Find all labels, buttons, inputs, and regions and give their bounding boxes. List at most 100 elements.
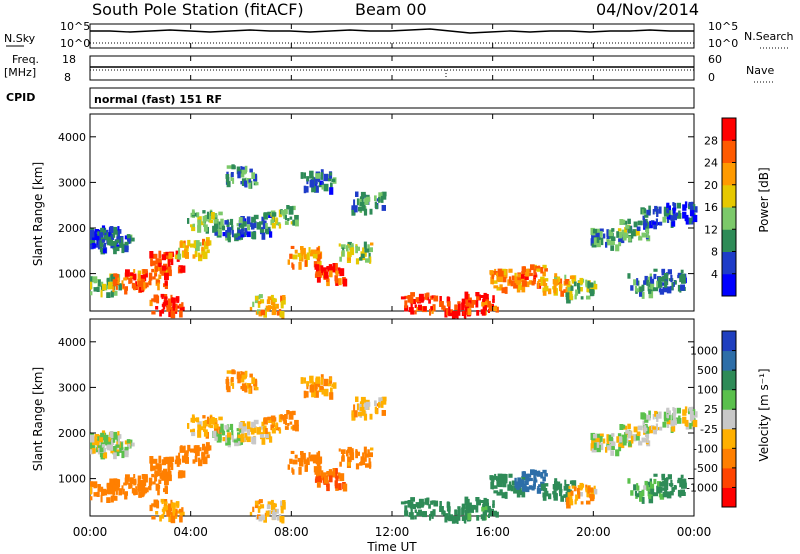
chart-title: South Pole Station (fitACF) — [92, 0, 304, 19]
data-cell — [281, 415, 286, 420]
data-cell — [99, 240, 104, 248]
data-cell — [492, 295, 495, 300]
data-cell — [280, 509, 284, 514]
data-cell — [517, 273, 521, 278]
data-cell — [177, 253, 182, 260]
data-cell — [646, 484, 649, 491]
data-cell — [151, 516, 156, 520]
data-cell — [298, 467, 302, 475]
data-cell — [326, 266, 331, 270]
data-cell — [175, 303, 178, 312]
data-cell — [557, 276, 561, 283]
data-cell — [368, 247, 373, 253]
data-cell — [353, 199, 356, 207]
data-cell — [174, 459, 179, 465]
data-cell — [360, 458, 365, 464]
data-cell — [97, 240, 101, 245]
data-cell — [678, 415, 681, 423]
data-cell — [454, 509, 457, 514]
data-cell — [202, 456, 208, 465]
data-cell — [270, 219, 275, 226]
data-cell — [326, 471, 331, 475]
data-cell — [265, 434, 269, 439]
data-cell — [229, 218, 234, 225]
data-cell — [167, 259, 171, 267]
data-cell — [209, 424, 213, 429]
data-cell — [575, 494, 579, 501]
data-cell — [585, 487, 589, 493]
data-cell — [554, 279, 559, 283]
data-cell — [662, 491, 668, 498]
colorbar-swatch — [722, 207, 736, 230]
data-cell — [155, 279, 161, 284]
data-cell — [269, 436, 273, 443]
data-cell — [481, 514, 486, 521]
data-cell — [109, 230, 112, 234]
data-cell — [130, 237, 135, 242]
data-cell — [121, 245, 125, 254]
data-cell — [627, 431, 632, 439]
data-cell — [353, 404, 356, 412]
data-cell — [338, 243, 341, 247]
data-cell — [644, 480, 648, 489]
data-cell — [423, 511, 427, 516]
data-cell — [265, 305, 270, 312]
data-cell — [633, 221, 638, 228]
data-cell — [314, 390, 319, 398]
data-cell — [653, 268, 658, 272]
data-cell — [633, 484, 637, 491]
velocity-plot-frame — [89, 318, 695, 517]
data-cell — [362, 247, 365, 254]
data-cell — [429, 308, 432, 316]
data-cell — [155, 306, 159, 310]
data-cell — [253, 426, 257, 434]
data-cell — [115, 481, 119, 489]
data-cell — [203, 429, 208, 437]
data-cell — [206, 211, 209, 219]
data-cell — [496, 286, 501, 291]
data-cell — [278, 514, 282, 518]
data-cell — [149, 504, 153, 512]
data-cell — [564, 279, 570, 285]
data-cell — [661, 482, 665, 487]
data-cell — [346, 245, 349, 252]
data-cell — [335, 468, 338, 474]
data-cell — [143, 270, 148, 278]
data-cell — [653, 428, 657, 434]
data-cell — [442, 510, 445, 516]
data-cell — [192, 254, 196, 259]
data-cell — [148, 485, 152, 491]
data-cell — [369, 208, 373, 215]
data-cell — [648, 289, 652, 294]
data-cell — [280, 300, 284, 306]
data-cell — [282, 295, 286, 301]
data-cell — [249, 511, 253, 516]
data-cell — [331, 383, 336, 387]
data-cell — [231, 434, 234, 443]
data-cell — [364, 249, 367, 257]
data-cell — [257, 301, 262, 305]
data-cell — [141, 479, 147, 487]
data-cell — [312, 177, 318, 182]
data-cell — [90, 445, 95, 449]
data-cell — [247, 429, 251, 436]
data-cell — [97, 445, 101, 450]
data-cell — [110, 479, 116, 487]
data-cell — [274, 424, 278, 429]
data-cell — [225, 379, 230, 384]
data-cell — [161, 294, 164, 300]
data-cell — [251, 216, 256, 223]
data-cell — [467, 308, 472, 316]
data-cell — [115, 451, 120, 457]
data-cell — [602, 233, 606, 239]
y-tick-label: 4000 — [58, 131, 86, 144]
data-cell — [248, 384, 251, 388]
x-tick-label: 12:00 — [375, 525, 410, 539]
data-cell — [554, 276, 558, 281]
data-cell — [115, 239, 120, 243]
data-cell — [672, 486, 675, 492]
data-cell — [117, 229, 122, 234]
data-cell — [508, 276, 512, 284]
data-cell — [446, 301, 451, 307]
